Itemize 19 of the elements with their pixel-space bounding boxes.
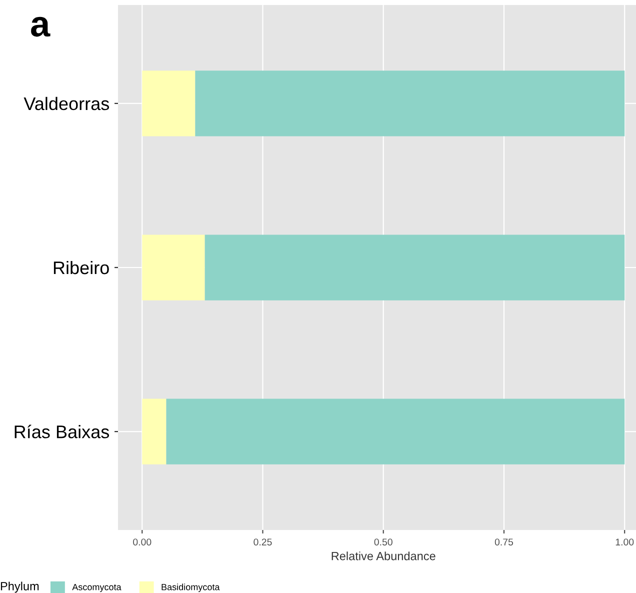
chart-title: a: [31, 16, 50, 37]
x-tick-label: 0.00: [133, 538, 152, 546]
bar: [142, 398, 166, 464]
x-tick-label: 0.50: [374, 538, 392, 546]
legend-label: Ascomycota: [72, 584, 122, 592]
bar: [204, 234, 625, 300]
x-axis-title: Relative Abundance: [332, 552, 436, 560]
x-tick-label: 0.75: [494, 538, 514, 546]
x-tick-label: 0.25: [254, 538, 272, 546]
legend-title: Phylum: [0, 582, 39, 593]
bar: [142, 70, 196, 136]
y-tick-label: Valdeorras: [24, 96, 110, 110]
x-tick-label: 1.00: [616, 538, 634, 546]
bar: [166, 398, 625, 464]
bar: [195, 70, 625, 136]
y-tick-label: Ribeiro: [54, 260, 109, 274]
legend-label: Basidiomycota: [162, 584, 220, 592]
bar: [142, 234, 205, 300]
y-tick-label: Rías Baixas: [14, 424, 110, 438]
